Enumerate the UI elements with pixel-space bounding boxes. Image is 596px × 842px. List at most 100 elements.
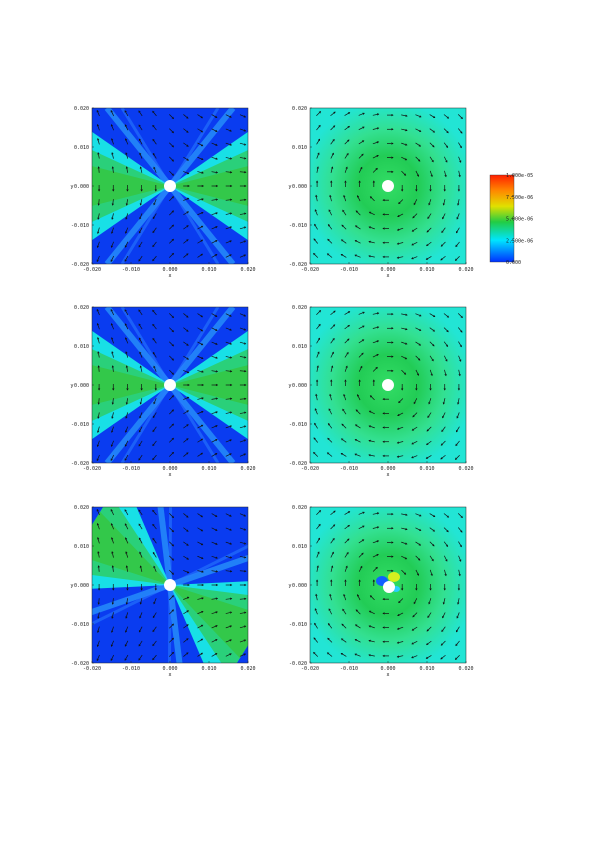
vector-arrow	[444, 569, 447, 576]
vector-arrow	[341, 638, 347, 643]
vector-arrow	[443, 513, 449, 518]
vector-arrow	[110, 110, 115, 117]
vector-arrow	[169, 128, 174, 134]
y-tick-label: 0.010	[292, 344, 307, 350]
vector-arrow	[441, 626, 446, 632]
vector-arrow	[455, 241, 460, 247]
vector-arrow	[152, 213, 157, 219]
vector-arrow	[197, 411, 204, 415]
y-tick-label: 0.000	[74, 184, 89, 190]
vector-arrow	[413, 199, 418, 205]
vector-arrow	[398, 598, 404, 603]
vector-arrow	[239, 240, 246, 244]
vector-arrow	[197, 341, 203, 346]
vector-arrow	[368, 226, 375, 230]
vector-arrow	[370, 196, 375, 202]
vector-arrow	[153, 598, 157, 604]
vector-arrow	[344, 324, 350, 330]
x-tick-label: 0.020	[240, 666, 255, 672]
vector-arrow	[442, 612, 446, 618]
vector-arrow	[111, 626, 114, 633]
vector-arrow	[211, 370, 218, 372]
vector-arrow	[426, 241, 432, 247]
vector-arrow	[441, 426, 446, 432]
vector-arrow	[411, 640, 418, 645]
vector-arrow	[138, 523, 143, 530]
y-tick-label: -0.020	[289, 461, 307, 467]
x-tick-label: 0.010	[201, 267, 216, 273]
vector-arrow	[125, 213, 129, 220]
vector-arrow	[183, 610, 189, 615]
vector-arrow	[428, 199, 432, 206]
vector-arrow	[455, 654, 460, 660]
vector-arrow	[344, 552, 349, 558]
colorbar-tick-label: 1.000e-05	[506, 173, 533, 179]
vector-arrow	[398, 199, 404, 204]
vector-arrow	[456, 426, 460, 433]
vector-arrow	[344, 524, 350, 530]
vector-arrow	[124, 640, 129, 647]
vector-arrow	[98, 598, 100, 605]
vector-arrow	[358, 552, 364, 558]
vector-arrow	[316, 166, 319, 173]
vector-arrow	[330, 310, 336, 315]
vector-arrow	[225, 341, 232, 345]
vector-arrow	[140, 565, 143, 572]
vector-arrow	[458, 142, 462, 148]
vector-arrow	[239, 327, 246, 331]
vector-arrow	[183, 142, 189, 147]
vector-arrow	[111, 351, 114, 358]
vector-arrow	[211, 556, 218, 559]
vector-arrow	[316, 337, 320, 344]
vector-arrow	[225, 240, 232, 244]
vector-arrow	[343, 394, 347, 401]
vector-arrow	[197, 239, 203, 244]
vector-arrow	[225, 114, 232, 118]
vector-arrow	[457, 398, 460, 405]
vector-arrow	[126, 565, 128, 572]
vector-arrow	[342, 210, 347, 216]
vector-arrow	[152, 111, 157, 117]
vector-arrow	[401, 541, 408, 545]
vector-arrow	[111, 241, 114, 248]
vector-arrow	[152, 626, 157, 632]
y-axis-label: y	[289, 383, 292, 389]
vector-arrow	[169, 238, 174, 244]
vector-arrow	[330, 352, 334, 358]
vector-arrow	[429, 569, 433, 576]
panel-row2-right: -0.020 -0.010 0.000 0.010 0.020 0.020 0.010 0.0…	[289, 305, 474, 478]
vector-arrow	[427, 213, 432, 219]
vector-arrow	[98, 199, 100, 206]
vector-arrow	[330, 139, 335, 145]
y-tick-label: -0.010	[71, 622, 89, 628]
y-tick-label: 0.020	[74, 505, 89, 511]
vector-arrow	[239, 598, 246, 600]
vector-arrow	[397, 655, 404, 658]
vector-arrow	[96, 309, 100, 316]
vector-arrow	[316, 125, 321, 131]
vector-arrow	[97, 351, 100, 358]
x-tick-label: 0.020	[240, 267, 255, 273]
vector-arrow	[440, 440, 446, 446]
vector-arrow	[152, 654, 157, 660]
vector-arrow	[456, 412, 460, 419]
vector-arrow	[239, 513, 246, 517]
vector-arrow	[152, 524, 157, 530]
vector-arrow	[239, 341, 246, 345]
vector-arrow	[344, 352, 349, 358]
vector-arrow	[329, 594, 332, 601]
x-tick-label: 0.020	[458, 666, 473, 672]
vector-arrow	[152, 338, 157, 344]
vector-arrow	[152, 324, 157, 330]
vector-arrow	[197, 555, 204, 559]
vector-arrow	[97, 440, 100, 447]
vector-arrow	[183, 638, 189, 643]
vector-arrow	[197, 541, 203, 546]
vector-arrow	[111, 323, 114, 330]
y-tick-label: 0.000	[292, 184, 307, 190]
vector-arrow	[316, 138, 320, 145]
vector-arrow	[97, 124, 100, 131]
vector-arrow	[197, 156, 204, 160]
vector-arrow	[124, 654, 129, 661]
vector-arrow	[97, 426, 100, 433]
